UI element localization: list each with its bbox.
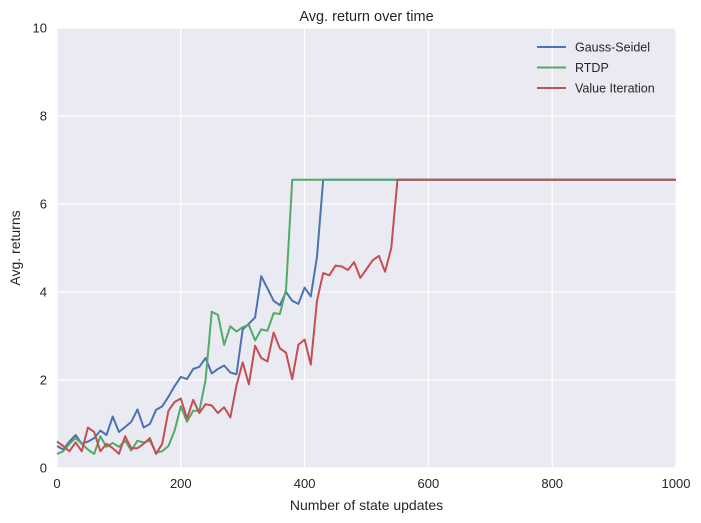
y-axis-title: Avg. returns xyxy=(7,210,23,285)
x-axis-title: Number of state updates xyxy=(290,497,443,513)
y-tick-label: 2 xyxy=(40,373,47,388)
series-line-value-iteration xyxy=(56,178,676,455)
legend-label-value-iteration: Value Iteration xyxy=(575,82,655,96)
legend: Gauss-Seidel RTDP Value Iteration xyxy=(537,41,655,96)
y-tick-label: 10 xyxy=(33,21,47,36)
x-tick-label: 0 xyxy=(53,476,60,491)
legend-label-gauss-seidel: Gauss-Seidel xyxy=(575,41,650,55)
y-tick-label: 8 xyxy=(40,109,47,124)
chart-title: Avg. return over time xyxy=(299,9,433,25)
legend-label-rtdp: RTDP xyxy=(575,61,609,75)
y-tick-label: 0 xyxy=(40,461,47,476)
tick-labels: 0 200 400 600 800 1000 0 2 4 6 8 10 xyxy=(33,21,691,492)
plot-area xyxy=(57,28,676,468)
x-tick-label: 1000 xyxy=(662,476,691,491)
y-tick-label: 4 xyxy=(40,285,47,300)
grid-lines xyxy=(56,27,677,469)
x-tick-label: 400 xyxy=(294,476,316,491)
series-lines xyxy=(56,178,676,455)
x-tick-label: 600 xyxy=(418,476,440,491)
y-tick-label: 6 xyxy=(40,197,47,212)
x-tick-label: 200 xyxy=(170,476,192,491)
x-tick-label: 800 xyxy=(541,476,563,491)
